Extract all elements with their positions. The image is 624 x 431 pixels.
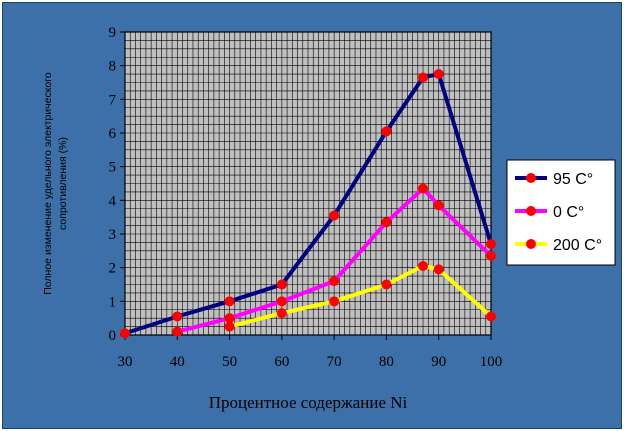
- y-axis-label-line-1: Полное изменение удельного электрическог…: [42, 72, 54, 295]
- data-point: [329, 276, 340, 287]
- y-tick-label: 5: [109, 160, 117, 176]
- data-point: [224, 296, 235, 307]
- series-1: [120, 69, 496, 339]
- y-tick-label: 0: [109, 328, 117, 344]
- y-tick-label: 2: [109, 261, 117, 277]
- data-point: [486, 311, 496, 322]
- y-tick-label: 1: [109, 294, 117, 310]
- series-3: [224, 260, 496, 332]
- legend-item: 200 С°: [515, 237, 602, 254]
- x-tick-label: 30: [118, 354, 133, 370]
- data-point: [486, 250, 496, 261]
- x-tick-label: 70: [327, 354, 342, 370]
- data-point: [433, 200, 444, 211]
- x-tick-label: 60: [274, 354, 289, 370]
- legend-item: 95 С°: [515, 171, 593, 188]
- data-point: [433, 69, 444, 80]
- x-tick-label: 40: [170, 354, 185, 370]
- y-tick-label: 9: [109, 25, 117, 41]
- legend-marker: [526, 239, 536, 249]
- y-tick-label: 7: [109, 92, 117, 108]
- legend: 95 С° 0 С° 200 С°: [506, 159, 616, 266]
- legend-label: 200 С°: [553, 237, 602, 254]
- x-tick-labels: 30 40 50 60 70 80 90 100: [118, 354, 503, 370]
- x-tick-label: 80: [379, 354, 394, 370]
- data-point: [172, 311, 183, 322]
- data-point: [418, 72, 429, 83]
- data-point: [329, 296, 340, 307]
- legend-marker: [526, 206, 536, 216]
- legend-label: 95 С°: [553, 171, 593, 188]
- legend-marker: [526, 173, 536, 183]
- legend-label: 0 С°: [553, 204, 584, 221]
- data-point: [329, 210, 340, 221]
- x-tick-label: 100: [480, 354, 503, 370]
- data-point: [224, 313, 235, 324]
- data-point: [381, 279, 392, 290]
- y-tick-label: 8: [109, 59, 117, 75]
- x-tick-label: 90: [431, 354, 446, 370]
- axes: [120, 31, 492, 340]
- y-axis-label: Полное изменение удельного электрическог…: [42, 72, 69, 295]
- data-point: [433, 264, 444, 275]
- data-point: [224, 321, 235, 332]
- data-point: [120, 328, 130, 339]
- data-point: [276, 296, 287, 307]
- data-point: [486, 239, 496, 250]
- data-point: [276, 308, 287, 319]
- y-tick-labels: 0 1 2 3 4 5 6 7 8 9: [109, 25, 117, 344]
- data-point: [276, 279, 287, 290]
- series-lines: [120, 69, 496, 339]
- y-axis-label-line-2: сопротивления (%): [57, 137, 69, 230]
- data-point: [381, 217, 392, 228]
- data-point: [418, 260, 429, 271]
- x-axis-label: Процентное содержание Ni: [209, 393, 408, 412]
- y-tick-label: 3: [109, 227, 117, 243]
- plot-border: [124, 31, 492, 336]
- y-tick-label: 4: [109, 193, 117, 209]
- legend-item: 0 С°: [515, 204, 584, 221]
- chart-svg: 30 40 50 60 70 80 90 100 0 1 2 3 4 5 6 7 8 9 Процентное …: [42, 25, 616, 412]
- data-point: [381, 126, 392, 137]
- x-tick-label: 50: [222, 354, 237, 370]
- data-point: [172, 326, 183, 337]
- data-point: [418, 183, 429, 194]
- series-2: [172, 183, 496, 337]
- y-tick-label: 6: [109, 126, 117, 142]
